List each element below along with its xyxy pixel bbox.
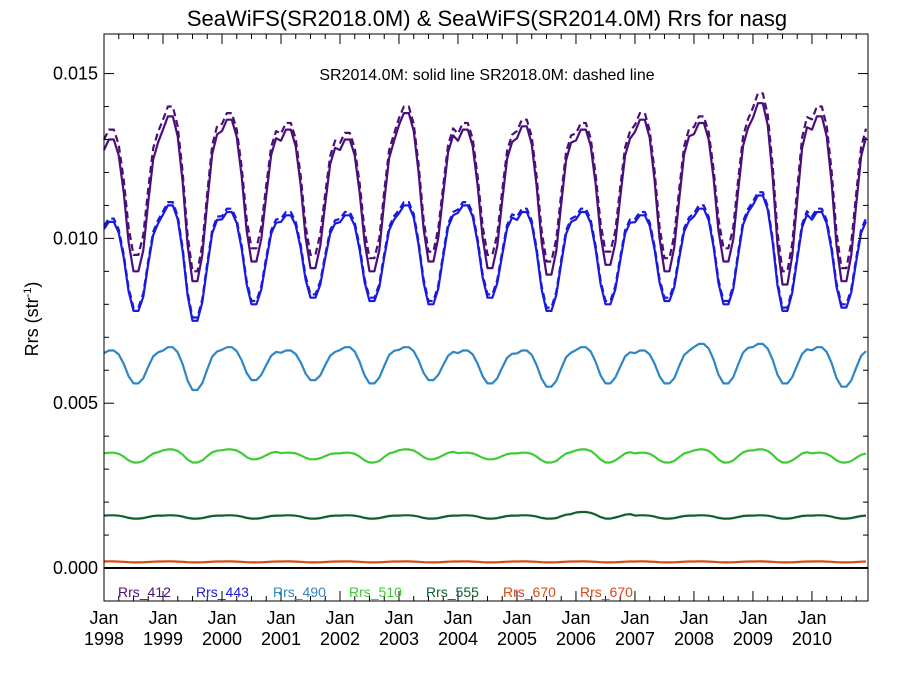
series-line-rrs-670-solid	[103, 560, 867, 564]
x-tick-label-year: 2006	[556, 629, 596, 649]
legend-item-rrs-510: Rrs_510	[349, 584, 402, 600]
y-axis-label: Rrs (str-1)	[22, 282, 42, 357]
y-axis-label-text: Rrs (str	[22, 297, 42, 356]
legend-item-rrs-412: Rrs_412	[118, 584, 171, 600]
series-line-rrs-490-solid	[103, 342, 867, 392]
x-axis-ticks: Jan1998Jan1999Jan2000Jan2001Jan2002Jan20…	[84, 34, 857, 649]
x-tick-label-year: 2008	[674, 629, 714, 649]
legend-item-rrs-443: Rrs_443	[196, 584, 249, 600]
x-tick-label-month: Jan	[266, 608, 295, 628]
series-layer	[103, 92, 868, 564]
series-line-rrs-510-solid	[103, 448, 867, 464]
y-axis-ticks: 0.000 0.005 0.010 0.015	[53, 64, 868, 602]
legend-item-rrs-670: Rrs_670	[580, 584, 633, 600]
x-tick-label-month: Jan	[561, 608, 590, 628]
legend-item-rrs-670: Rrs_670	[503, 584, 556, 600]
x-tick-label-month: Jan	[797, 608, 826, 628]
x-tick-label-year: 2010	[792, 629, 832, 649]
x-tick-label-year: 2005	[497, 629, 537, 649]
x-tick-label-year: 2002	[320, 629, 360, 649]
x-tick-label-month: Jan	[738, 608, 767, 628]
line-style-annotation: SR2014.0M: solid line SR2018.0M: dashed …	[319, 67, 654, 84]
x-tick-label-month: Jan	[620, 608, 649, 628]
series-line-rrs-412-dashed	[103, 92, 868, 273]
legend-item-rrs-490: Rrs_490	[273, 584, 326, 600]
x-tick-label-month: Jan	[325, 608, 354, 628]
x-tick-label-year: 2001	[261, 629, 301, 649]
series-line-rrs-443-dashed	[103, 191, 868, 319]
x-tick-label-month: Jan	[148, 608, 177, 628]
legend: Rrs_412 Rrs_443 Rrs_490 Rrs_510 Rrs_555 Rrs_6…	[118, 584, 633, 600]
x-tick-label-year: 2003	[379, 629, 419, 649]
x-tick-label-month: Jan	[679, 608, 708, 628]
plot-frame	[103, 33, 869, 602]
x-tick-label-month: Jan	[89, 608, 118, 628]
y-axis-label-close: )	[22, 282, 42, 288]
y-axis-label-exponent: -1	[22, 288, 34, 298]
series-line-rrs-555-solid	[103, 510, 867, 520]
y-tick-label: 0.005	[53, 393, 98, 413]
legend-item-rrs-555: Rrs_555	[426, 584, 479, 600]
x-tick-label-year: 2004	[438, 629, 478, 649]
x-tick-label-month: Jan	[207, 608, 236, 628]
y-tick-label: 0.010	[53, 228, 98, 248]
x-tick-label-year: 2000	[202, 629, 242, 649]
y-tick-label: 0.015	[53, 64, 98, 84]
x-tick-label-year: 2009	[733, 629, 773, 649]
x-tick-label-month: Jan	[443, 608, 472, 628]
x-tick-label-year: 1998	[84, 629, 124, 649]
x-tick-label-month: Jan	[384, 608, 413, 628]
x-tick-label-month: Jan	[502, 608, 531, 628]
x-tick-label-year: 1999	[143, 629, 183, 649]
y-tick-label: 0.000	[53, 558, 98, 578]
chart-title: SeaWiFS(SR2018.0M) & SeaWiFS(SR2014.0M) …	[187, 6, 787, 31]
x-tick-label-year: 2007	[615, 629, 655, 649]
series-line-rrs-412-solid	[103, 102, 868, 286]
